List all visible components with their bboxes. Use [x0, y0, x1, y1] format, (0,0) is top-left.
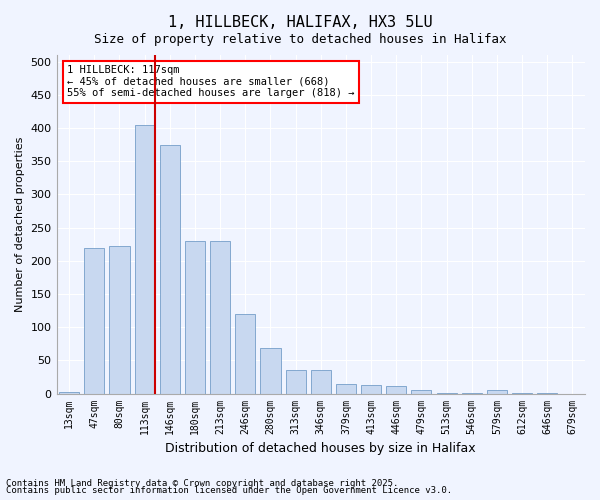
Text: 1, HILLBECK, HALIFAX, HX3 5LU: 1, HILLBECK, HALIFAX, HX3 5LU	[167, 15, 433, 30]
X-axis label: Distribution of detached houses by size in Halifax: Distribution of detached houses by size …	[166, 442, 476, 455]
Bar	[487, 390, 507, 394]
Y-axis label: Number of detached properties: Number of detached properties	[15, 136, 25, 312]
Bar	[235, 314, 256, 394]
Bar	[412, 390, 431, 394]
Bar	[260, 348, 281, 394]
Bar	[311, 370, 331, 394]
Text: Size of property relative to detached houses in Halifax: Size of property relative to detached ho…	[94, 32, 506, 46]
Bar	[512, 393, 532, 394]
Bar	[210, 241, 230, 394]
Text: 1 HILLBECK: 117sqm
← 45% of detached houses are smaller (668)
55% of semi-detach: 1 HILLBECK: 117sqm ← 45% of detached hou…	[67, 65, 355, 98]
Bar	[336, 384, 356, 394]
Bar	[59, 392, 79, 394]
Text: Contains public sector information licensed under the Open Government Licence v3: Contains public sector information licen…	[6, 486, 452, 495]
Bar	[437, 393, 457, 394]
Bar	[537, 393, 557, 394]
Bar	[109, 246, 130, 394]
Bar	[134, 124, 155, 394]
Bar	[286, 370, 305, 394]
Bar	[386, 386, 406, 394]
Bar	[361, 385, 381, 394]
Bar	[461, 393, 482, 394]
Text: Contains HM Land Registry data © Crown copyright and database right 2025.: Contains HM Land Registry data © Crown c…	[6, 478, 398, 488]
Bar	[185, 241, 205, 394]
Bar	[84, 248, 104, 394]
Bar	[160, 144, 180, 394]
